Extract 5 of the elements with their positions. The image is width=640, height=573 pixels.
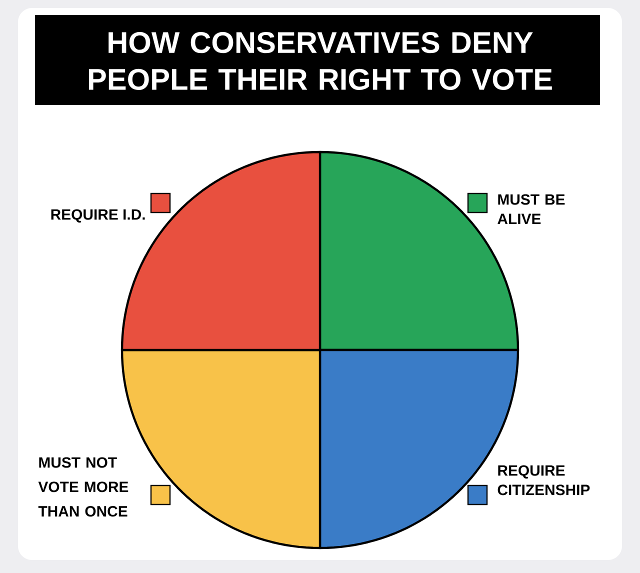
slice-label: REQUIRE I.D. (51, 209, 145, 223)
slice-label: REQUIRE CITIZENSHIP (498, 465, 590, 496)
slice-label: MUST NOT VOTE MORE THAN ONCE (38, 457, 128, 517)
chart-title: HOW CONSERVATIVES DENY PEOPLE THEIR RIGHT TO VOTE (88, 32, 552, 90)
legend-label: MUST BE ALIVE (498, 194, 565, 224)
